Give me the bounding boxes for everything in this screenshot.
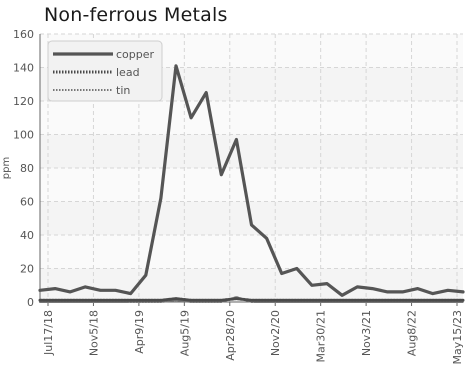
plot-band (40, 101, 463, 135)
y-axis-label: ppm (1, 157, 12, 179)
x-tick-label: May15/23 (451, 310, 464, 364)
y-tick-label: 100 (13, 129, 34, 142)
x-tick-label: Jul17/18 (42, 310, 55, 356)
x-tick-label: Nov5/18 (87, 310, 100, 356)
y-tick-label: 60 (20, 196, 34, 209)
x-tick-label: Aug8/22 (406, 310, 419, 356)
x-tick-label: Apr28/20 (224, 310, 237, 361)
plot-band (40, 268, 463, 302)
x-tick-label: Nov2/20 (269, 310, 282, 356)
y-tick-label: 80 (20, 162, 34, 175)
x-grid: Jul17/18 Nov5/18 Apr9/19 Aug5/19 Apr28/20 Nov… (42, 34, 464, 364)
plot-background (40, 34, 463, 302)
y-tick-label: 140 (13, 62, 34, 75)
x-tick-label: Mar30/21 (315, 310, 328, 362)
legend: copper lead tin (47, 40, 163, 102)
y-tick-label: 0 (27, 296, 34, 309)
y-tick-label: 20 (20, 263, 34, 276)
series-line-tin (39, 296, 464, 303)
y-tick-label: 160 (13, 28, 34, 41)
plot-band (40, 235, 463, 269)
legend-label-tin: tin (116, 84, 130, 97)
x-tick-label: Apr9/19 (133, 310, 146, 354)
x-tick-label: Aug5/19 (178, 310, 191, 356)
y-tick-label: 40 (20, 229, 34, 242)
series-line-copper (38, 64, 465, 297)
plot-band (40, 168, 463, 202)
chart-title: Non-ferrous Metals (44, 4, 228, 26)
x-tick-label: Nov3/21 (360, 310, 373, 356)
legend-label-copper: copper (116, 48, 155, 61)
y-tick-label: 120 (13, 95, 34, 108)
series-line-lead (38, 297, 465, 302)
legend-label-lead: lead (116, 66, 140, 79)
plot-band (40, 134, 463, 168)
